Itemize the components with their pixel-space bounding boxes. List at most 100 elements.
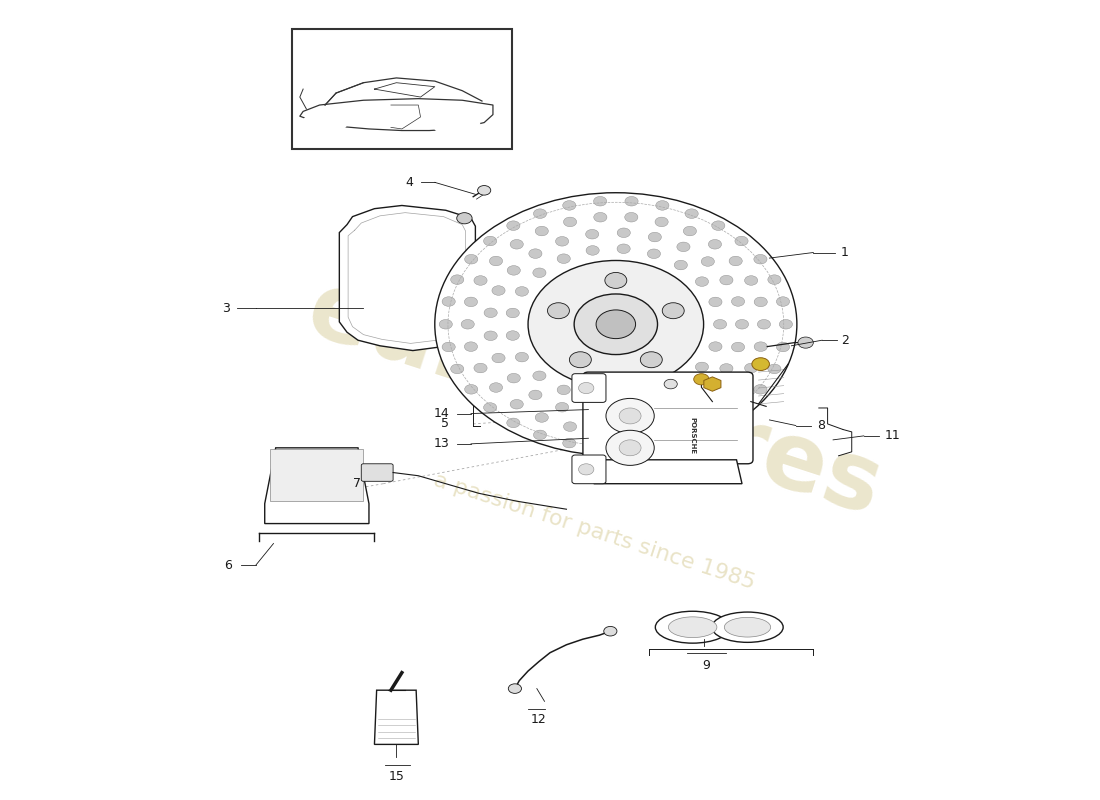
Circle shape — [510, 239, 524, 249]
Circle shape — [729, 382, 743, 392]
Text: PORSCHE: PORSCHE — [690, 418, 695, 454]
Text: a passion for parts since 1985: a passion for parts since 1985 — [430, 470, 757, 593]
Circle shape — [694, 374, 710, 385]
Circle shape — [596, 310, 636, 338]
Circle shape — [507, 374, 520, 383]
Ellipse shape — [314, 116, 337, 129]
Circle shape — [708, 297, 722, 306]
Circle shape — [674, 378, 688, 388]
Ellipse shape — [304, 111, 346, 134]
Circle shape — [570, 352, 592, 368]
Circle shape — [640, 352, 662, 368]
Circle shape — [557, 254, 570, 263]
Text: 4: 4 — [405, 176, 412, 189]
Circle shape — [586, 394, 600, 403]
Ellipse shape — [712, 612, 783, 642]
Circle shape — [654, 217, 668, 226]
Circle shape — [656, 438, 669, 448]
Ellipse shape — [669, 617, 717, 638]
Circle shape — [594, 213, 607, 222]
Polygon shape — [594, 460, 742, 484]
Circle shape — [474, 363, 487, 373]
Circle shape — [556, 237, 569, 246]
Circle shape — [708, 342, 722, 351]
Circle shape — [464, 297, 477, 306]
Circle shape — [683, 226, 696, 236]
Circle shape — [625, 197, 638, 206]
Circle shape — [451, 364, 464, 374]
Bar — [293, 30, 512, 149]
Circle shape — [556, 402, 569, 412]
Text: 12: 12 — [531, 713, 547, 726]
Circle shape — [529, 249, 542, 258]
Circle shape — [712, 418, 725, 428]
Circle shape — [683, 413, 696, 422]
Text: 15: 15 — [388, 770, 405, 783]
Polygon shape — [265, 448, 368, 523]
Circle shape — [617, 228, 630, 238]
Circle shape — [755, 297, 768, 306]
Circle shape — [654, 422, 668, 431]
Text: 14: 14 — [433, 407, 449, 420]
Circle shape — [625, 213, 638, 222]
Circle shape — [492, 286, 505, 295]
Circle shape — [490, 256, 503, 266]
Text: 9: 9 — [702, 659, 710, 672]
FancyBboxPatch shape — [583, 372, 754, 464]
Circle shape — [548, 302, 570, 318]
Text: 6: 6 — [224, 558, 232, 571]
Circle shape — [606, 398, 654, 434]
Text: 5: 5 — [441, 418, 449, 430]
Ellipse shape — [443, 118, 470, 132]
Circle shape — [648, 406, 661, 416]
FancyBboxPatch shape — [572, 455, 606, 484]
Circle shape — [451, 275, 464, 285]
Circle shape — [490, 382, 503, 392]
Circle shape — [745, 363, 758, 373]
Circle shape — [442, 297, 455, 306]
Circle shape — [712, 221, 725, 230]
Circle shape — [625, 426, 638, 436]
Circle shape — [617, 244, 630, 254]
Circle shape — [708, 239, 722, 249]
Circle shape — [563, 217, 576, 226]
Circle shape — [768, 275, 781, 285]
Circle shape — [442, 342, 455, 352]
Circle shape — [434, 193, 796, 456]
Ellipse shape — [433, 113, 480, 137]
Circle shape — [732, 297, 745, 306]
Circle shape — [563, 438, 576, 448]
Ellipse shape — [724, 618, 771, 637]
Circle shape — [647, 390, 660, 399]
Circle shape — [534, 209, 547, 218]
Circle shape — [729, 256, 743, 266]
Circle shape — [617, 395, 630, 405]
Circle shape — [619, 440, 641, 456]
Circle shape — [492, 354, 505, 362]
Circle shape — [579, 382, 594, 394]
Circle shape — [604, 626, 617, 636]
Ellipse shape — [656, 611, 730, 643]
Circle shape — [701, 257, 714, 266]
Circle shape — [605, 273, 627, 288]
Circle shape — [736, 319, 749, 329]
Circle shape — [528, 261, 704, 388]
Circle shape — [648, 232, 661, 242]
Circle shape — [754, 254, 767, 264]
Circle shape — [474, 276, 487, 286]
Circle shape — [507, 418, 520, 428]
Text: 3: 3 — [222, 302, 230, 315]
FancyBboxPatch shape — [572, 374, 606, 402]
Circle shape — [534, 430, 547, 440]
Circle shape — [779, 319, 792, 329]
Text: 8: 8 — [816, 419, 825, 432]
Circle shape — [532, 268, 546, 278]
Circle shape — [510, 399, 524, 409]
Circle shape — [464, 254, 477, 264]
Circle shape — [515, 352, 528, 362]
Circle shape — [695, 362, 708, 372]
Text: 13: 13 — [433, 438, 449, 450]
Circle shape — [507, 266, 520, 275]
Circle shape — [594, 426, 607, 436]
Circle shape — [719, 275, 733, 285]
